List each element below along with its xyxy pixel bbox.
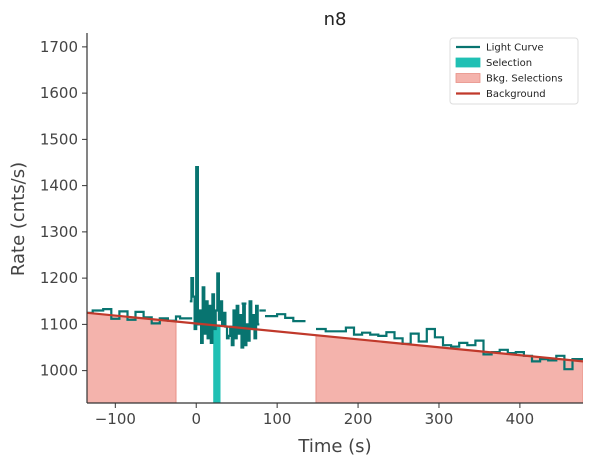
axes: −100 0 100 200 300 400 1000 1100 1200 1300 1400 150… [40,33,583,428]
legend: Light Curve Selection Bkg. Selections Backg… [449,37,579,105]
legend-label-1: Selection [486,58,532,69]
legend-label-2: Bkg. Selections [486,74,563,85]
x-tick-label-200: 200 [344,410,373,428]
x-tick-label-100: 100 [263,410,292,428]
x-tick-label-400: 400 [506,410,535,428]
x-tick-label-0: 0 [191,410,201,428]
y-tick-label-1100: 1100 [40,315,78,333]
y-tick-label-1000: 1000 [40,362,78,380]
plot-layers [87,166,583,403]
y-tick-label-1400: 1400 [40,177,78,195]
legend-swatch-2 [455,73,481,83]
background-model-line [87,311,583,363]
legend-swatch-1 [455,57,481,68]
bkg-selection-1 [315,334,583,403]
light-curve-fine [189,166,260,349]
legend-label-3: Background [486,89,546,100]
y-axis-label: Rate (cnts/s) [8,162,29,276]
y-tick-label-1700: 1700 [40,38,78,56]
x-tick-label-300: 300 [425,410,454,428]
y-tick-label-1200: 1200 [40,269,78,287]
y-tick-label-1500: 1500 [40,130,78,148]
legend-box [449,37,579,105]
x-axis-label: Time (s) [297,436,371,457]
y-tick-label-1300: 1300 [40,223,78,241]
bkg-selection-0 [87,312,177,403]
plot-area [87,166,583,403]
legend-label-0: Light Curve [486,43,544,54]
source-selection [213,324,221,403]
chart-title: n8 [324,9,347,30]
y-tick-label-1600: 1600 [40,84,78,102]
x-tick-label--100: −100 [95,410,136,428]
